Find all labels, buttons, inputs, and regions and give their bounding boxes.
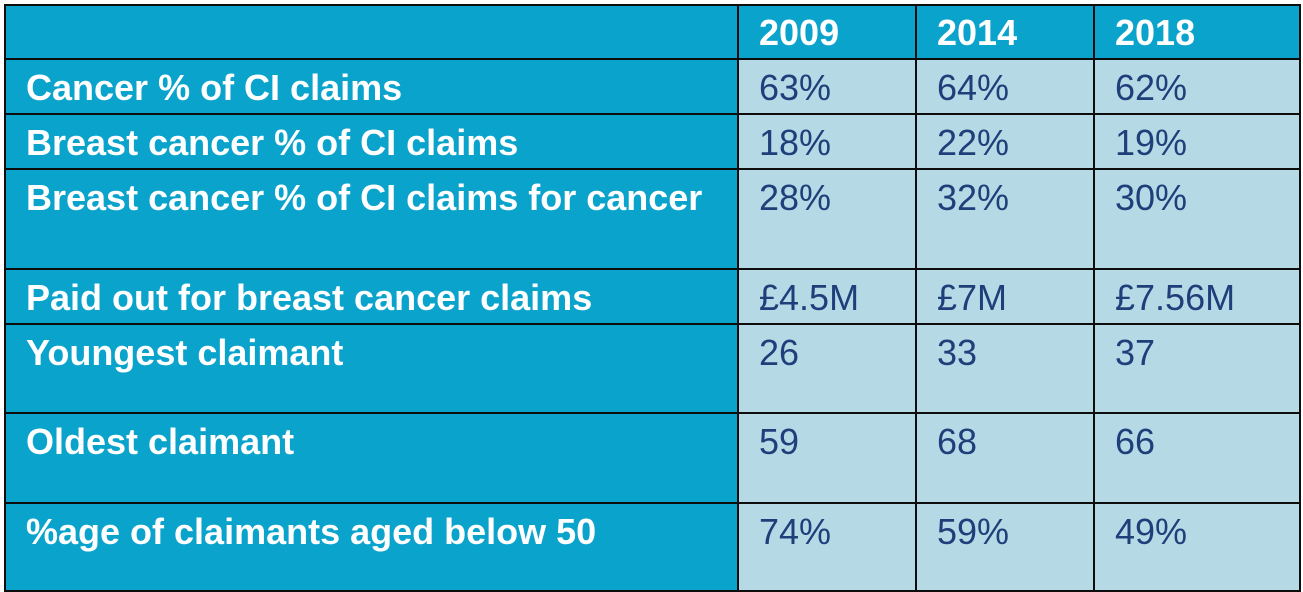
table-cell: 33 — [915, 323, 1095, 414]
table-row: Cancer % of CI claims 63% 64% 62% — [4, 58, 1301, 115]
table-cell: 37 — [1093, 323, 1301, 414]
table-cell: 26 — [737, 323, 917, 414]
table-cell: £7M — [915, 268, 1095, 325]
table-cell: 64% — [915, 58, 1095, 115]
row-label: %age of claimants aged below 50 — [4, 502, 739, 592]
table-row: Paid out for breast cancer claims £4.5M … — [4, 268, 1301, 325]
column-header-2018: 2018 — [1093, 4, 1301, 60]
table-cell: 68 — [915, 412, 1095, 504]
table-cell: £7.56M — [1093, 268, 1301, 325]
table-row: Oldest claimant 59 68 66 — [4, 412, 1301, 504]
table-row: Breast cancer % of CI claims 18% 22% 19% — [4, 113, 1301, 170]
table-corner-cell — [4, 4, 739, 60]
table-cell: £4.5M — [737, 268, 917, 325]
column-header-2014: 2014 — [915, 4, 1095, 60]
table-cell: 59% — [915, 502, 1095, 592]
claims-table: 2009 2014 2018 Cancer % of CI claims 63%… — [4, 4, 1301, 592]
table-cell: 19% — [1093, 113, 1301, 170]
table-cell: 49% — [1093, 502, 1301, 592]
row-label: Breast cancer % of CI claims — [4, 113, 739, 170]
table-cell: 28% — [737, 168, 917, 270]
table-cell: 62% — [1093, 58, 1301, 115]
table-cell: 30% — [1093, 168, 1301, 270]
table-cell: 63% — [737, 58, 917, 115]
table-cell: 22% — [915, 113, 1095, 170]
row-label: Breast cancer % of CI claims for cancer — [4, 168, 739, 270]
row-label: Paid out for breast cancer claims — [4, 268, 739, 325]
table-cell: 74% — [737, 502, 917, 592]
row-label: Youngest claimant — [4, 323, 739, 414]
table-cell: 66 — [1093, 412, 1301, 504]
row-label: Cancer % of CI claims — [4, 58, 739, 115]
column-header-2009: 2009 — [737, 4, 917, 60]
table-header-row: 2009 2014 2018 — [4, 4, 1301, 60]
table-cell: 18% — [737, 113, 917, 170]
table-row: Youngest claimant 26 33 37 — [4, 323, 1301, 414]
table-cell: 32% — [915, 168, 1095, 270]
table-cell: 59 — [737, 412, 917, 504]
row-label: Oldest claimant — [4, 412, 739, 504]
table-row: Breast cancer % of CI claims for cancer … — [4, 168, 1301, 270]
table-row: %age of claimants aged below 50 74% 59% … — [4, 502, 1301, 592]
